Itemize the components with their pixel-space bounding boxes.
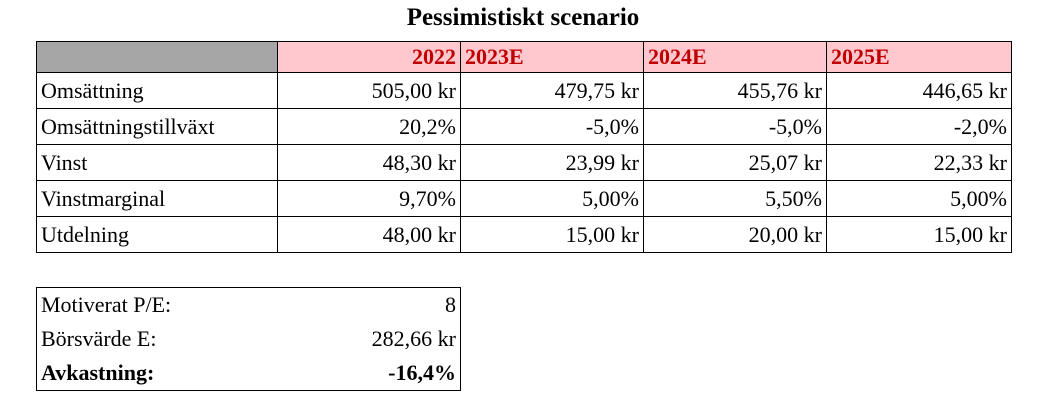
- value-cell: 505,00 kr: [277, 72, 461, 109]
- data-row: Omsättningstillväxt 20,2% -5,0% -5,0% -2,0%: [36, 108, 1012, 145]
- value-cell: -5,0%: [460, 108, 644, 145]
- title: Pessimistiskt scenario: [406, 4, 640, 31]
- value-cell: 9,70%: [277, 180, 461, 217]
- data-row: Utdelning 48,00 kr 15,00 kr 20,00 kr 15,00 k…: [36, 216, 1012, 253]
- value-cell: 479,75 kr: [460, 72, 644, 109]
- summary-row: Avkastning: -16,4%: [37, 356, 461, 391]
- column-header: 2024E: [643, 41, 827, 73]
- value-cell: 25,07 kr: [643, 144, 827, 181]
- row-label: Omsättningstillväxt: [36, 108, 278, 145]
- scenario-table: 2022 2023E 2024E 2025E Omsättning 505,00 kr 47…: [36, 41, 1012, 253]
- value-cell: 48,00 kr: [277, 216, 461, 253]
- summary-label: Börsvärde E:: [41, 326, 157, 351]
- summary-row: Motiverat P/E: 8: [37, 288, 461, 323]
- value-cell: 5,50%: [643, 180, 827, 217]
- summary-value: 282,66 kr: [371, 326, 456, 351]
- value-cell: 48,30 kr: [277, 144, 461, 181]
- value-cell: -5,0%: [643, 108, 827, 145]
- row-label: Omsättning: [36, 72, 278, 109]
- header-row: 2022 2023E 2024E 2025E: [36, 41, 1012, 73]
- value-cell: 22,33 kr: [826, 144, 1012, 181]
- data-row: Vinst 48,30 kr 23,99 kr 25,07 kr 22,33 kr: [36, 144, 1012, 181]
- value-cell: 15,00 kr: [826, 216, 1012, 253]
- data-row: Vinstmarginal 9,70% 5,00% 5,50% 5,00%: [36, 180, 1012, 217]
- column-header: 2022: [277, 41, 461, 73]
- row-label: Vinst: [36, 144, 278, 181]
- row-label: Vinstmarginal: [36, 180, 278, 217]
- column-header: 2025E: [826, 41, 1012, 73]
- value-cell: 20,2%: [277, 108, 461, 145]
- value-cell: -2,0%: [826, 108, 1012, 145]
- summary-table: Motiverat P/E: 8 Börsvärde E: 282,66 kr Avka…: [36, 287, 461, 391]
- data-row: Omsättning 505,00 kr 479,75 kr 455,76 kr 446…: [36, 72, 1012, 109]
- value-cell: 455,76 kr: [643, 72, 827, 109]
- summary-label: Avkastning:: [41, 360, 155, 385]
- value-cell: 446,65 kr: [826, 72, 1012, 109]
- value-cell: 5,00%: [826, 180, 1012, 217]
- row-label: Utdelning: [36, 216, 278, 253]
- value-cell: 5,00%: [460, 180, 644, 217]
- summary-label: Motiverat P/E:: [41, 292, 172, 317]
- value-cell: 20,00 kr: [643, 216, 827, 253]
- column-header: 2023E: [460, 41, 644, 73]
- summary-row: Börsvärde E: 282,66 kr: [37, 322, 461, 356]
- corner-cell: [36, 41, 278, 73]
- value-cell: 23,99 kr: [460, 144, 644, 181]
- summary-value: -16,4%: [388, 360, 456, 385]
- value-cell: 15,00 kr: [460, 216, 644, 253]
- summary-value: 8: [445, 292, 456, 317]
